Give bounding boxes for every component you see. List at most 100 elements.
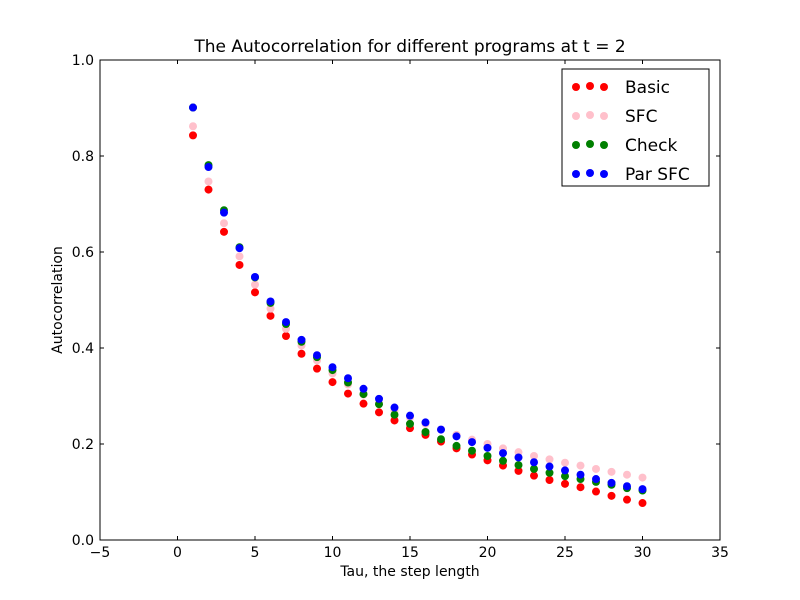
point-basic — [607, 491, 616, 500]
point-par-sfc — [607, 478, 616, 487]
point-par-sfc — [297, 335, 306, 344]
point-basic — [297, 349, 306, 358]
point-check — [561, 472, 569, 481]
legend-label-basic: Basic — [625, 78, 670, 98]
x-tick-label: 35 — [711, 545, 729, 561]
point-par-sfc — [220, 208, 228, 217]
y-tick-label: 0.8 — [72, 149, 94, 165]
point-par-sfc — [375, 394, 383, 403]
point-check — [421, 428, 430, 436]
legend-label-par-sfc: Par SFC — [625, 165, 690, 185]
point-sfc — [530, 452, 538, 460]
axis-ticks: −5 0 5 10 15 20 25 30 35 0.0 0.2 0.4 0.6 0.8 1.0 — [72, 53, 729, 561]
point-par-sfc — [623, 482, 631, 491]
point-check — [437, 435, 445, 444]
y-tick-label: 0.2 — [72, 437, 94, 453]
point-par-sfc — [251, 272, 259, 281]
x-axis-label: Tau, the step length — [339, 564, 479, 580]
y-tick-label: 0.0 — [72, 533, 94, 549]
legend-marker-par-sfc — [600, 170, 608, 178]
legend-marker-check — [600, 141, 608, 149]
point-basic — [514, 466, 523, 475]
point-basic — [344, 389, 352, 398]
point-basic — [220, 227, 228, 236]
point-basic — [623, 495, 631, 504]
point-par-sfc — [204, 163, 213, 172]
point-check — [452, 441, 461, 450]
point-par-sfc — [266, 297, 275, 306]
point-sfc — [204, 177, 213, 186]
point-par-sfc — [452, 432, 461, 441]
point-check — [530, 464, 538, 473]
series-basic — [189, 131, 647, 508]
point-par-sfc — [592, 475, 600, 484]
point-par-sfc — [561, 466, 569, 475]
legend-marker-check — [586, 140, 594, 148]
point-par-sfc — [328, 363, 337, 372]
series-par-sfc — [189, 103, 647, 494]
x-tick-label: 5 — [251, 545, 260, 561]
legend-marker-basic — [572, 83, 580, 91]
point-check — [406, 419, 414, 428]
legend-label-sfc: SFC — [625, 107, 657, 127]
legend-marker-basic — [586, 82, 594, 90]
point-basic — [266, 311, 275, 320]
data-points — [189, 103, 647, 508]
point-basic — [313, 364, 321, 373]
point-sfc — [266, 304, 275, 313]
legend-marker-sfc — [586, 111, 594, 119]
point-check — [499, 456, 507, 465]
point-sfc — [220, 219, 228, 228]
point-basic — [251, 288, 259, 297]
point-basic — [530, 471, 538, 480]
point-sfc — [623, 470, 631, 479]
legend-marker-sfc — [600, 112, 608, 120]
legend-label-check: Check — [625, 136, 677, 156]
point-check — [514, 461, 523, 470]
point-sfc — [251, 280, 259, 289]
point-par-sfc — [406, 411, 414, 420]
point-sfc — [545, 455, 554, 464]
point-sfc — [638, 473, 647, 482]
point-par-sfc — [638, 485, 647, 494]
point-par-sfc — [530, 458, 538, 467]
point-par-sfc — [421, 418, 430, 427]
point-check — [390, 410, 399, 419]
point-check — [468, 446, 476, 455]
point-basic — [328, 378, 337, 387]
legend-marker-check — [572, 141, 580, 149]
point-par-sfc — [235, 244, 244, 253]
y-tick-label: 0.4 — [72, 341, 94, 357]
x-tick-label: −5 — [90, 545, 111, 561]
x-tick-label: 0 — [173, 545, 182, 561]
point-sfc — [561, 458, 569, 467]
point-par-sfc — [545, 462, 554, 471]
y-axis-label: Autocorrelation — [50, 246, 66, 354]
point-par-sfc — [344, 374, 352, 383]
point-basic — [235, 260, 244, 269]
point-sfc — [235, 252, 244, 261]
point-sfc — [189, 122, 197, 131]
x-tick-label: 15 — [401, 545, 419, 561]
point-check — [545, 468, 554, 477]
x-tick-label: 10 — [324, 545, 342, 561]
point-par-sfc — [576, 470, 585, 479]
point-basic — [359, 399, 368, 408]
x-tick-label: 25 — [556, 545, 574, 561]
point-basic — [592, 487, 600, 496]
point-par-sfc — [437, 425, 445, 434]
point-par-sfc — [359, 384, 368, 393]
point-par-sfc — [390, 403, 399, 412]
point-basic — [189, 131, 197, 140]
point-basic — [204, 185, 213, 194]
point-par-sfc — [499, 449, 507, 458]
legend-marker-par-sfc — [572, 170, 580, 178]
point-par-sfc — [282, 318, 290, 327]
point-par-sfc — [514, 453, 523, 462]
point-sfc — [592, 464, 600, 473]
point-basic — [545, 476, 554, 484]
x-tick-label: 20 — [479, 545, 497, 561]
point-par-sfc — [468, 438, 476, 447]
point-sfc — [607, 467, 616, 476]
